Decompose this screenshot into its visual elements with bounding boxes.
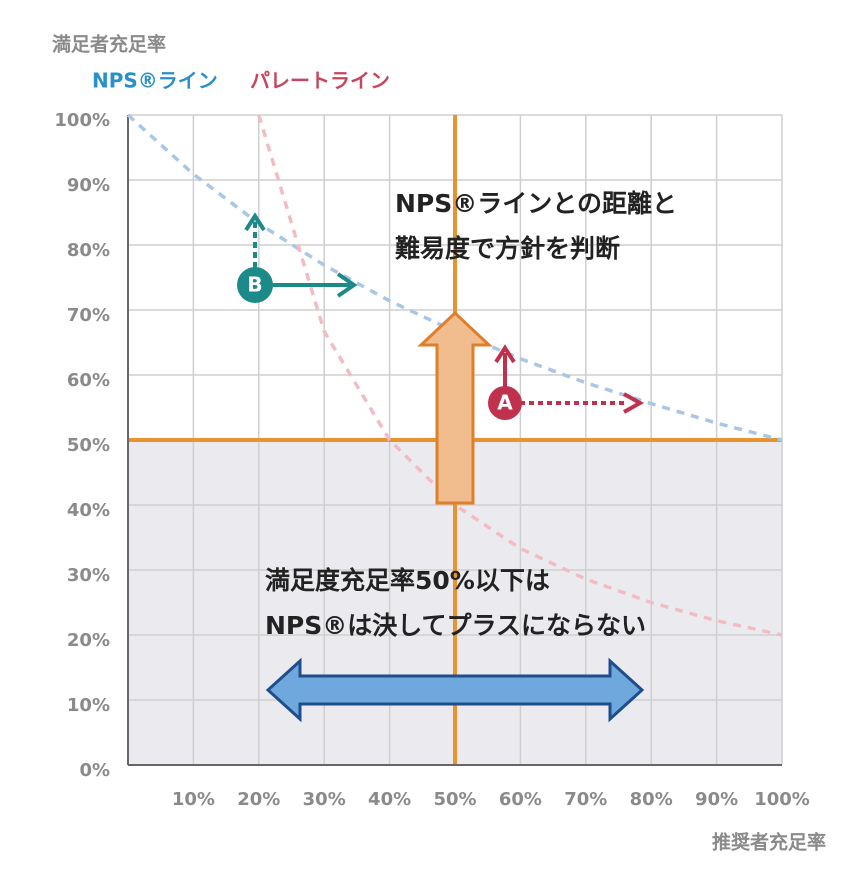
x-tick-label: 100% xyxy=(754,789,810,810)
x-tick-label: 70% xyxy=(564,789,607,810)
marker-a xyxy=(488,386,522,420)
marker-label: B xyxy=(247,273,262,297)
x-axis-label: 推奨者充足率 xyxy=(712,831,826,854)
y-tick-label: 100% xyxy=(54,110,110,131)
arrow-b-head xyxy=(336,272,358,298)
y-tick-label: 80% xyxy=(67,240,110,261)
y-axis-label: 満足者充足率 xyxy=(52,33,166,56)
annotation: 満足度充足率50%以下は xyxy=(265,566,550,595)
marker-label: A xyxy=(497,391,513,415)
double-arrow xyxy=(265,657,645,723)
x-tick-label: 30% xyxy=(303,789,346,810)
y-tick-label: 0% xyxy=(79,760,110,781)
y-tick-label: 20% xyxy=(67,630,110,651)
series-line xyxy=(257,114,783,637)
arrow-a-head xyxy=(494,344,516,364)
y-tick-label: 50% xyxy=(67,435,110,456)
overlay: A B NPS®ラインとの距離と 難易度で方針を判断 満足度充足率50%以下は … xyxy=(237,189,677,723)
annotation: NPS®ラインとの距離と xyxy=(395,189,677,218)
big-arrow xyxy=(417,310,493,505)
legend-entry: パレートライン xyxy=(250,69,390,93)
arrow-a-head xyxy=(623,392,645,414)
y-tick-label: 10% xyxy=(67,695,110,716)
y-tick-label: 90% xyxy=(67,175,110,196)
x-tick-label: 50% xyxy=(433,789,476,810)
y-tick-label: 70% xyxy=(67,305,110,326)
y-tick-label: 40% xyxy=(67,500,110,521)
marker-b xyxy=(237,267,273,303)
annotation: NPS®は決してプラスにならない xyxy=(265,611,646,640)
arrow-b-head xyxy=(244,212,266,232)
annotation: 難易度で方針を判断 xyxy=(395,234,620,263)
legend-entry: NPS®ライン xyxy=(92,69,218,93)
x-tick-label: 40% xyxy=(368,789,411,810)
x-tick-label: 80% xyxy=(630,789,673,810)
x-tick-label: 10% xyxy=(172,789,215,810)
y-tick-label: 30% xyxy=(67,565,110,586)
x-tick-label: 60% xyxy=(499,789,542,810)
x-tick-label: 20% xyxy=(237,789,280,810)
x-tick-label: 90% xyxy=(695,789,738,810)
y-tick-label: 60% xyxy=(67,370,110,391)
